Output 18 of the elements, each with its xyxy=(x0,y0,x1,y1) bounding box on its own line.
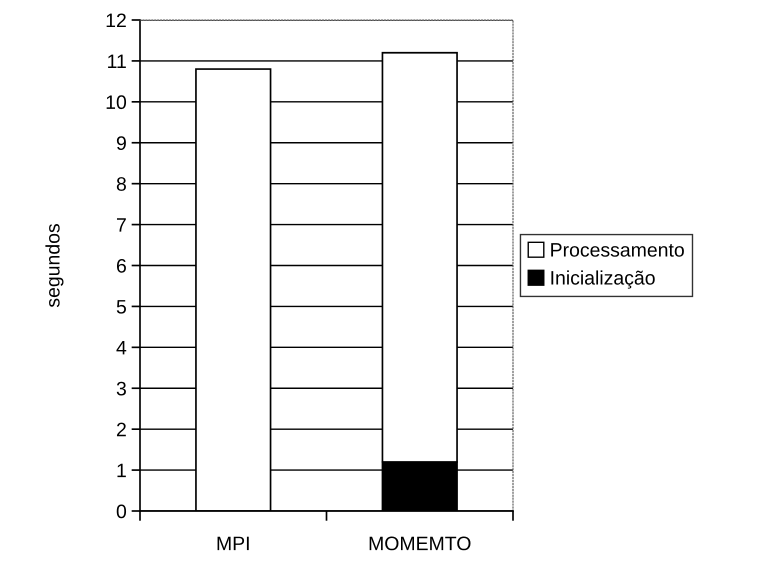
y-tick-label: 3 xyxy=(116,382,126,396)
y-tick-label: 6 xyxy=(116,258,126,273)
y-tick-label: 2 xyxy=(116,422,126,436)
legend-label: Inicialização xyxy=(551,270,655,289)
y-tick-label: 12 xyxy=(106,13,126,28)
y-tick-label: 9 xyxy=(116,136,126,150)
y-tick-label: 10 xyxy=(106,95,126,110)
y-tick-label: 1 xyxy=(117,464,126,478)
x-tick-label: MOMEMTO xyxy=(370,536,470,550)
y-axis-title: segundos xyxy=(45,224,64,308)
y-tick-label: 4 xyxy=(116,341,126,354)
x-tick-label: MPI xyxy=(218,536,249,550)
y-tick-label: 8 xyxy=(116,177,126,191)
y-tick-label: 7 xyxy=(116,218,126,232)
y-tick-label: 11 xyxy=(108,54,126,68)
legend-label: Processamento xyxy=(551,243,684,257)
y-tick-label: 0 xyxy=(116,504,126,518)
y-tick-label: 5 xyxy=(116,300,126,314)
